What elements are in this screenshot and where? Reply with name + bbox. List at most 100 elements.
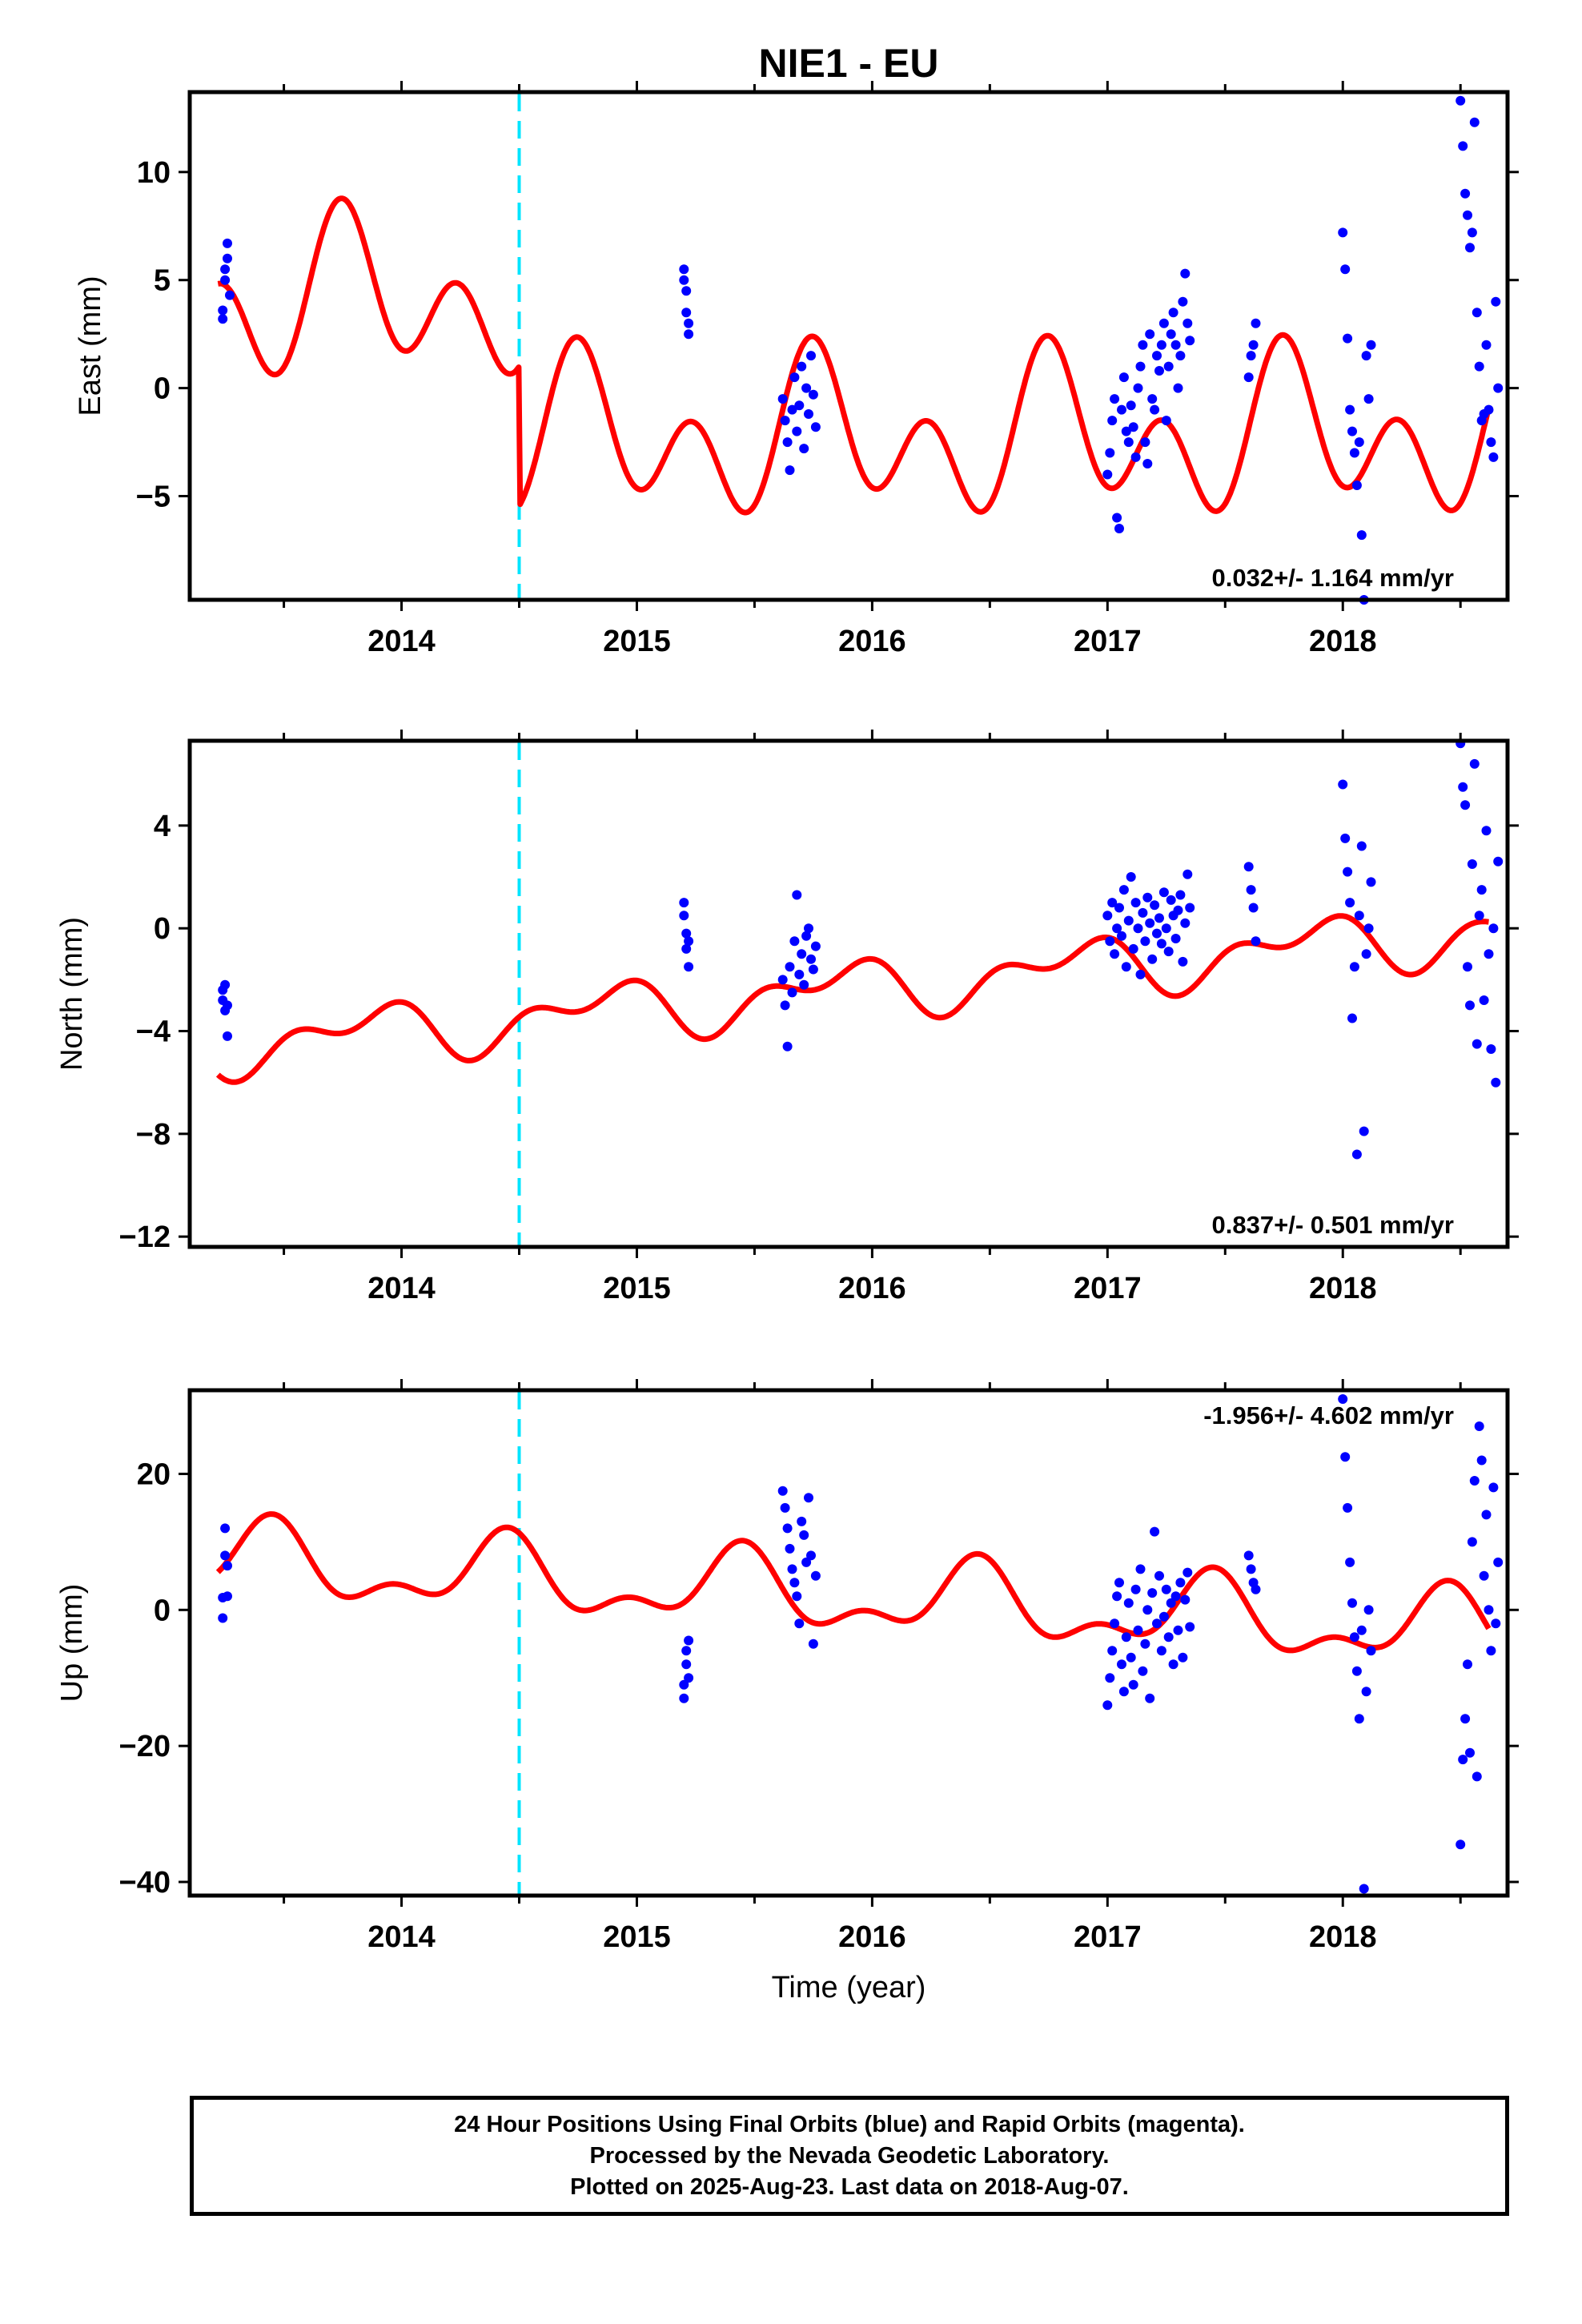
up-data-point [1366, 1646, 1376, 1656]
up-data-point [1138, 1666, 1148, 1676]
up-data-point [1479, 1570, 1489, 1581]
chart-title: NIE1 - EU [758, 41, 938, 86]
north-y-tick-label: 4 [154, 810, 171, 843]
up-data-point [1463, 1659, 1472, 1670]
north-data-point [223, 1000, 232, 1011]
up-data-point [1161, 1584, 1171, 1594]
east-x-tick-label: 2017 [1074, 625, 1142, 658]
north-data-point [681, 943, 692, 954]
footer-line-2: Processed by the Nevada Geodetic Laborat… [589, 2142, 1110, 2169]
east-panel: 2014 2015 2016 2017 2018 10 5 0 −5 East (mm) 0.032… [74, 81, 1519, 658]
east-data-point [789, 372, 800, 383]
up-data-point [1472, 1771, 1482, 1782]
up-data-point [1340, 1452, 1351, 1462]
east-plot-frame [187, 90, 1510, 602]
east-data-point [1472, 308, 1482, 318]
north-data-point [1175, 890, 1186, 900]
up-data-point [1168, 1659, 1178, 1670]
east-data-point [1474, 361, 1484, 372]
up-x-tick-label: 2014 [367, 1920, 436, 1954]
north-data-point [801, 931, 812, 941]
east-data-point [1243, 372, 1254, 383]
east-data-point [1356, 530, 1367, 541]
north-plot-frame [187, 738, 1510, 1249]
up-data-point [1488, 1482, 1499, 1493]
north-data-point [679, 898, 689, 908]
footer-line-3: Plotted on 2025-Aug-23. Last data on 201… [570, 2173, 1129, 2200]
north-rate-label: 0.837+/- 0.501 mm/yr [1212, 1211, 1454, 1239]
north-data-point [1170, 934, 1181, 943]
east-data-point [220, 264, 231, 275]
up-data-point [806, 1550, 816, 1561]
north-data-point [1338, 779, 1348, 790]
north-data-point [1359, 1126, 1369, 1136]
up-data-point [1338, 1394, 1348, 1404]
east-data-point [1158, 318, 1169, 328]
north-data-point [1465, 1000, 1475, 1011]
up-data-point [223, 1591, 232, 1602]
east-data-point [785, 465, 795, 476]
up-data-point [804, 1493, 813, 1503]
up-data-point [787, 1564, 797, 1574]
east-data-point [1135, 361, 1146, 372]
east-data-point [806, 351, 816, 361]
north-data-point [1474, 911, 1484, 921]
east-data-point [1145, 329, 1155, 340]
north-x-tick-label: 2017 [1074, 1272, 1142, 1305]
east-data-point [679, 275, 689, 285]
east-data-point [1138, 340, 1148, 350]
east-data-point [1340, 264, 1351, 275]
north-data-point [1366, 877, 1376, 887]
east-data-point [218, 314, 228, 324]
east-data-point [794, 400, 805, 411]
up-data-point [1469, 1476, 1480, 1486]
north-data-point [1112, 923, 1122, 934]
east-data-point [1347, 426, 1357, 436]
east-data-point [679, 264, 689, 275]
up-data-point [1251, 1584, 1261, 1594]
east-data-point [782, 437, 793, 448]
east-data-point [1351, 480, 1362, 490]
north-y-tick-label: −8 [136, 1118, 171, 1152]
east-data-point [797, 361, 807, 372]
east-data-point [1488, 452, 1499, 462]
north-data-point [1130, 898, 1141, 908]
east-data-point [1133, 383, 1143, 393]
up-y-tick-label: −40 [119, 1866, 171, 1900]
east-data-point [1166, 329, 1176, 340]
north-model-curve [215, 913, 1491, 1085]
east-data-point [225, 290, 235, 300]
north-data-point [1349, 962, 1359, 972]
north-data-point [1467, 859, 1477, 869]
up-data-point [218, 1613, 228, 1623]
up-data-point [1180, 1594, 1191, 1605]
up-data-point [801, 1557, 812, 1567]
east-data-point [1156, 340, 1166, 350]
up-data-point [1142, 1605, 1153, 1615]
east-y-tick-label: −5 [136, 480, 171, 514]
up-data-point [794, 1618, 805, 1629]
footer-line-1: 24 Hour Positions Using Final Orbits (bl… [454, 2111, 1245, 2137]
up-data-point [1117, 1659, 1126, 1670]
north-data-point [1128, 943, 1138, 954]
up-data-point [1354, 1714, 1364, 1724]
east-data-point [1343, 333, 1353, 344]
east-data-point [1246, 351, 1256, 361]
east-x-tick-label: 2015 [603, 625, 671, 658]
north-data-point [1458, 782, 1468, 792]
north-data-point [804, 923, 813, 934]
east-x-tick-label: 2014 [367, 625, 436, 658]
east-data-point [799, 444, 809, 454]
east-data-point [1484, 404, 1494, 415]
up-data-point [1135, 1564, 1146, 1574]
north-x-tick-label: 2014 [367, 1272, 436, 1305]
east-data-point [1123, 437, 1134, 448]
north-data-point [1126, 872, 1136, 882]
up-data-point [1467, 1537, 1477, 1547]
north-data-point [1110, 949, 1120, 959]
up-data-point [684, 1673, 694, 1683]
east-y-tick-label: 10 [137, 156, 171, 190]
east-data-point [1163, 361, 1174, 372]
up-data-point [789, 1578, 800, 1588]
north-data-point [1150, 900, 1160, 911]
